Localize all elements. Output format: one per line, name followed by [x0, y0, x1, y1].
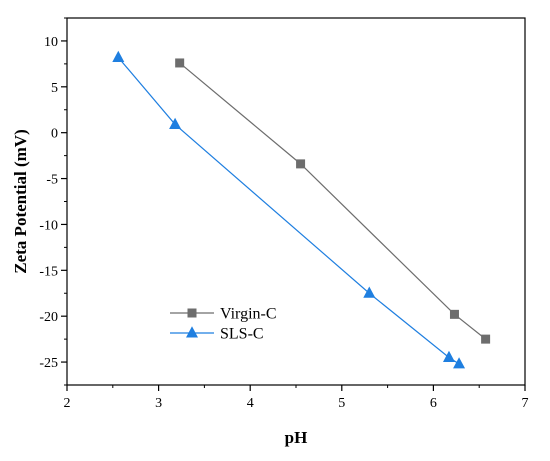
y-tick-label: -15 [39, 264, 58, 279]
y-axis-ticks: 10 5 0 -5 -10 -15 -20 -25 [39, 17, 67, 386]
series-line-sls-c [117, 57, 460, 365]
data-point-sls-c [453, 357, 466, 369]
legend-marker-virgin-c [187, 308, 197, 318]
data-point-virgin-c [296, 159, 306, 169]
legend-marker-sls-c [186, 326, 198, 338]
x-tick-label: 2 [64, 396, 71, 411]
x-axis-ticks: 2 3 4 5 6 7 [64, 385, 529, 411]
legend-label-virgin-c: Virgin-C [220, 306, 277, 323]
data-point-virgin-c [449, 309, 459, 319]
x-tick-label: 7 [522, 396, 529, 411]
data-point-virgin-c [175, 58, 185, 68]
x-tick-label: 5 [338, 396, 345, 411]
y-tick-label: 0 [51, 127, 58, 142]
y-tick-label: -25 [39, 356, 58, 371]
y-tick-label: -20 [39, 310, 58, 325]
y-tick-label: 10 [44, 35, 58, 50]
legend: Virgin-C SLS-C [170, 306, 277, 343]
plot-border [66, 17, 526, 386]
x-tick-label: 3 [155, 396, 162, 411]
data-point-sls-c [169, 117, 182, 129]
series-layer [112, 50, 491, 369]
plot-frame [66, 17, 526, 386]
data-point-sls-c [112, 50, 125, 62]
y-axis-title: Zeta Potential (mV) [11, 129, 30, 273]
series-line-virgin-c [179, 62, 486, 340]
x-tick-label: 6 [430, 396, 437, 411]
y-tick-label: -5 [46, 173, 58, 188]
x-tick-label: 4 [247, 396, 254, 411]
x-axis-title: pH [285, 428, 308, 447]
y-tick-label: 5 [51, 81, 58, 96]
y-tick-label: -10 [39, 218, 58, 233]
data-point-sls-c [363, 286, 376, 298]
legend-label-sls-c: SLS-C [220, 326, 264, 343]
data-point-virgin-c [481, 334, 491, 344]
data-point-sls-c [442, 350, 455, 363]
